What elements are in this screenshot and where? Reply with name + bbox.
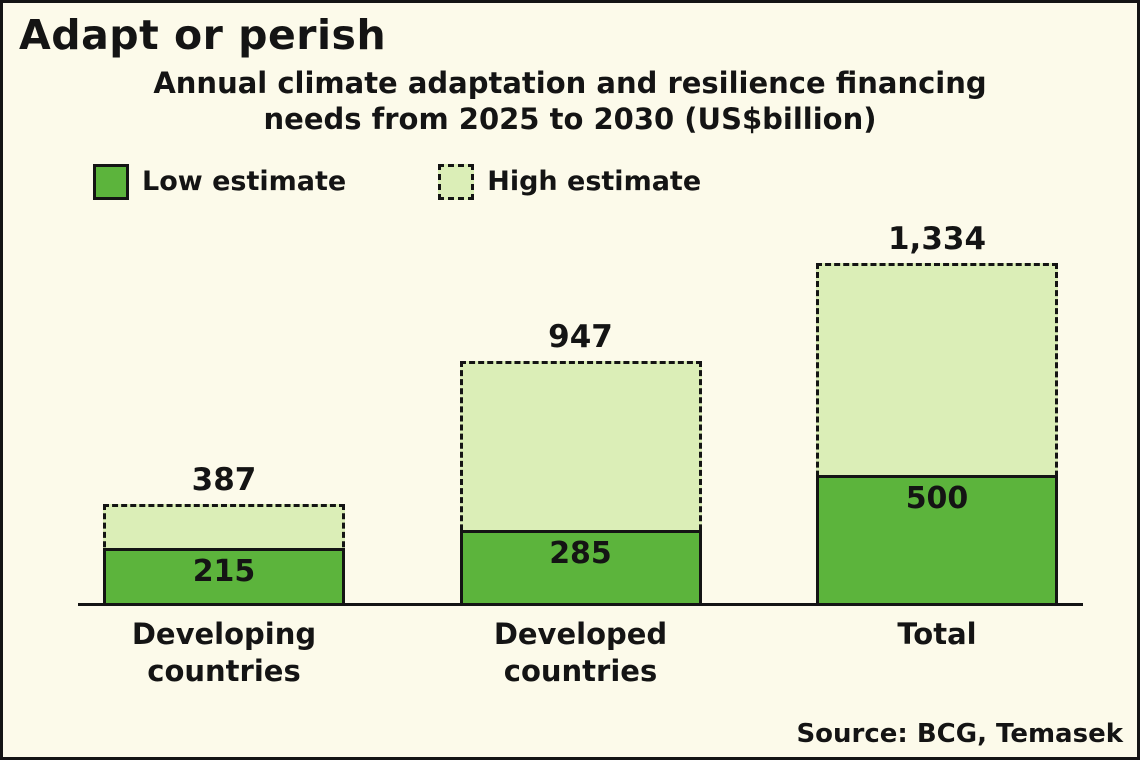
- low-estimate-bar: 215: [103, 547, 345, 603]
- low-estimate-swatch: [93, 163, 129, 200]
- high-estimate-bar: 215: [103, 503, 345, 603]
- chart-legend: Low estimate High estimate: [93, 163, 1137, 200]
- high-estimate-value-label: 947: [548, 319, 613, 356]
- bar-chart: 387 215 947 285 1,334 500 Developing countries…: [78, 218, 1083, 691]
- plot-area: 387 215 947 285 1,334 500: [78, 218, 1083, 606]
- low-estimate-value-label: 500: [905, 481, 969, 517]
- chart-subtitle: Annual climate adaptation and resilience…: [3, 65, 1137, 138]
- bar-group: 947 285: [459, 319, 702, 603]
- legend-item-high-estimate: High estimate: [438, 163, 702, 200]
- chart-subtitle-line2: needs from 2025 to 2030 (US$billion): [263, 102, 877, 137]
- high-estimate-value-label: 1,334: [887, 220, 987, 257]
- chart-subtitle-line1: Annual climate adaptation and resilience…: [153, 66, 987, 100]
- legend-item-low-estimate: Low estimate: [93, 163, 347, 200]
- category-axis: Developing countries Developed countries Tot…: [78, 616, 1083, 691]
- legend-label-low: Low estimate: [142, 166, 347, 197]
- category-label: Developing countries: [131, 616, 317, 689]
- category-label: Developed countries: [493, 616, 668, 689]
- low-estimate-bar: 285: [459, 529, 702, 603]
- bar-group: 1,334 500: [816, 221, 1058, 603]
- high-estimate-swatch: [438, 163, 475, 200]
- high-estimate-value-label: 387: [191, 461, 257, 498]
- page-title: Adapt or perish: [19, 11, 387, 59]
- low-estimate-bar: 500: [816, 475, 1058, 603]
- low-estimate-value-label: 215: [192, 553, 256, 589]
- source-credit: Source: BCG, Temasek: [796, 719, 1123, 749]
- high-estimate-bar: 500: [816, 262, 1058, 603]
- legend-label-high: High estimate: [487, 166, 702, 197]
- low-estimate-value-label: 285: [549, 535, 612, 571]
- bar-group: 387 215: [103, 462, 345, 603]
- category-label: Total: [897, 616, 977, 651]
- high-estimate-bar: 285: [459, 361, 702, 603]
